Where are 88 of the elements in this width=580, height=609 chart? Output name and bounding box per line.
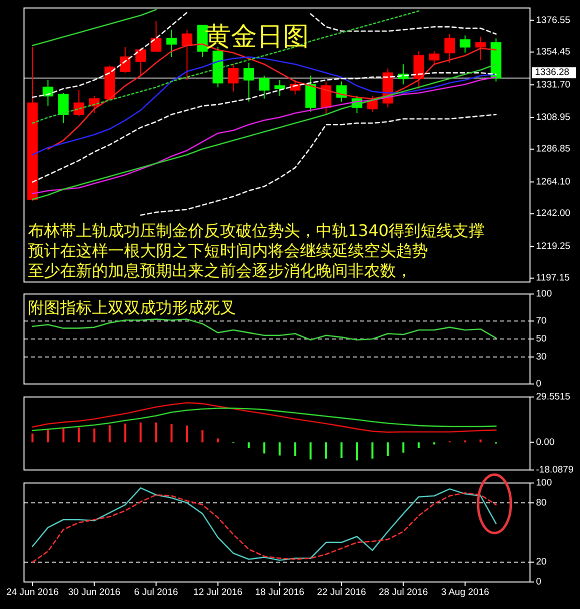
x-tick-label: 24 Jun 2016 <box>6 587 59 598</box>
y-tick-label: 20 <box>536 556 547 568</box>
candlestick <box>166 29 177 58</box>
bar <box>263 442 266 454</box>
bar <box>46 430 49 442</box>
candlestick <box>182 29 192 81</box>
candlestick <box>428 50 440 65</box>
candlestick <box>228 64 239 92</box>
line-series <box>140 114 497 216</box>
candlestick <box>258 75 270 100</box>
y-tick-label: 50 <box>536 334 547 344</box>
y-tick-label: 70 <box>536 316 547 326</box>
candlestick <box>490 38 502 82</box>
x-tick-label: 6 Jul 2016 <box>134 587 178 598</box>
y-tick-label: 100 <box>536 478 552 488</box>
bar <box>155 422 158 442</box>
candlestick <box>336 80 347 102</box>
candlestick <box>305 75 316 112</box>
x-tick-label: 30 Jun 2016 <box>68 587 120 598</box>
y-tick-label: 0.00 <box>536 436 554 448</box>
candlestick <box>135 48 146 76</box>
bar <box>62 428 64 442</box>
y-tick-label: 0 <box>536 378 542 390</box>
annotation: 至少在新的加息预期出来之前会逐步消化晚间非农数， <box>28 261 412 280</box>
bar <box>325 442 328 459</box>
y-tick-label: 30 <box>536 352 547 362</box>
x-tick-label: 28 Jul 2016 <box>378 587 428 598</box>
bar <box>386 442 389 456</box>
annotation: 预计在这样一根大阴之下短时间内将会继续延续空头趋势 <box>28 241 428 260</box>
bar <box>78 428 80 442</box>
candlestick <box>475 36 486 60</box>
bar <box>170 424 173 442</box>
bar <box>124 424 126 442</box>
y-tick-label: 1354.45 <box>536 46 570 58</box>
candlestick <box>42 80 54 106</box>
bar <box>356 442 358 460</box>
line-series <box>32 10 420 124</box>
line-series <box>32 56 497 156</box>
bar <box>310 442 312 460</box>
y-tick-label: 80 <box>536 497 547 508</box>
y-tick-label: 100 <box>536 288 552 300</box>
x-tick-label: 22 Jul 2016 <box>316 587 366 598</box>
y-tick-label: 1219.25 <box>536 240 570 252</box>
bar <box>248 442 250 448</box>
candlestick <box>58 92 69 124</box>
y-tick-label: 29.5515 <box>536 392 570 402</box>
y-tick-label: 1376.55 <box>536 14 570 26</box>
bar <box>340 442 343 458</box>
y-tick-label: 1264.10 <box>536 176 570 188</box>
y-tick-label: 1286.85 <box>536 144 570 155</box>
bar <box>480 440 482 442</box>
candlestick <box>444 34 455 64</box>
annotation: 布林带上轨成功压制金价反攻破位势头，中轨1340得到短线支撑 <box>28 221 485 240</box>
line-series <box>32 402 497 433</box>
candlestick <box>150 20 162 52</box>
candlestick <box>74 90 84 116</box>
bar <box>402 442 404 453</box>
y-tick-label: -18.0879 <box>536 464 574 476</box>
bar <box>93 428 96 442</box>
bar <box>140 422 142 442</box>
candlestick <box>413 50 424 90</box>
candlestick <box>274 80 285 96</box>
bar <box>216 438 219 442</box>
line-series <box>32 8 157 46</box>
bar <box>294 442 296 456</box>
bar <box>201 430 204 442</box>
x-tick-label: 12 Jul 2016 <box>193 587 242 598</box>
bar <box>418 442 420 448</box>
bar <box>371 442 374 459</box>
y-tick-label: 1331.70 <box>536 79 570 90</box>
candlestick <box>244 62 254 102</box>
candlestick <box>27 46 38 202</box>
bar <box>278 442 281 456</box>
candlestick <box>120 46 130 74</box>
line-series <box>32 318 497 341</box>
bar <box>108 425 111 442</box>
y-tick-label: 0 <box>536 576 542 588</box>
line-series <box>32 408 497 432</box>
annotation: 附图指标上双双成功形成死叉 <box>28 298 236 317</box>
bar <box>32 434 34 442</box>
bar <box>186 426 188 442</box>
x-tick-label: 3 Aug 2016 <box>441 587 490 598</box>
x-tick-label: 18 Jul 2016 <box>255 587 304 598</box>
y-tick-label: 1197.15 <box>536 272 570 284</box>
candlestick <box>460 34 470 54</box>
y-tick-label: 1242.00 <box>536 208 570 220</box>
y-tick-label: 1308.95 <box>536 112 570 123</box>
ref-line-label: 1336.28 <box>535 67 570 78</box>
